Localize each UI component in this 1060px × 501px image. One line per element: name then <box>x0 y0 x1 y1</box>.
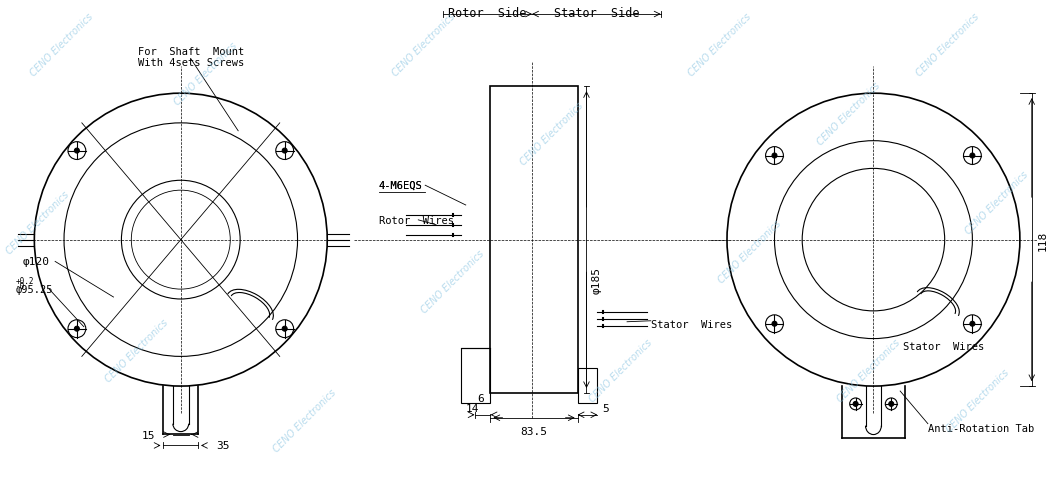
Text: CENO Electronics: CENO Electronics <box>587 337 654 404</box>
Circle shape <box>970 154 975 159</box>
Text: +0.2: +0.2 <box>16 276 34 285</box>
Text: CENO Electronics: CENO Electronics <box>518 100 585 167</box>
Text: φ185: φ185 <box>591 266 601 293</box>
Bar <box>578 369 598 403</box>
Text: CENO Electronics: CENO Electronics <box>271 387 338 453</box>
Circle shape <box>74 327 80 332</box>
Text: For  Shaft  Mount: For Shaft Mount <box>138 47 244 57</box>
Text: CENO Electronics: CENO Electronics <box>29 12 95 78</box>
Text: Stator  Wires: Stator Wires <box>651 319 732 329</box>
Circle shape <box>74 149 80 154</box>
Bar <box>461 349 491 403</box>
Text: With 4sets Screws: With 4sets Screws <box>138 58 244 68</box>
Text: CENO Electronics: CENO Electronics <box>964 169 1030 236</box>
Bar <box>491 87 578 393</box>
Text: 5: 5 <box>602 403 609 413</box>
Text: CENO Electronics: CENO Electronics <box>390 12 457 78</box>
Circle shape <box>970 322 975 327</box>
Text: φ120: φ120 <box>22 257 50 267</box>
Text: φ95.25: φ95.25 <box>16 285 53 295</box>
Text: -0: -0 <box>16 281 24 290</box>
Text: Rotor  Wires: Rotor Wires <box>378 215 454 225</box>
Text: CENO Electronics: CENO Electronics <box>4 189 71 256</box>
Circle shape <box>772 322 777 327</box>
Text: 6: 6 <box>477 393 484 403</box>
Text: 83.5: 83.5 <box>520 426 548 436</box>
Circle shape <box>772 154 777 159</box>
Circle shape <box>853 402 859 406</box>
Text: 4-M6EQS: 4-M6EQS <box>378 181 423 191</box>
Text: CENO Electronics: CENO Electronics <box>835 337 902 404</box>
Text: CENO Electronics: CENO Electronics <box>815 81 882 147</box>
Text: CENO Electronics: CENO Electronics <box>717 219 783 285</box>
Text: Stator  Wires: Stator Wires <box>903 342 985 352</box>
Text: Stator  Side: Stator Side <box>553 7 639 20</box>
Text: 4-M6EQS: 4-M6EQS <box>378 181 423 191</box>
Circle shape <box>282 327 287 332</box>
Text: CENO Electronics: CENO Electronics <box>420 248 487 315</box>
Text: CENO Electronics: CENO Electronics <box>172 41 238 108</box>
Text: Anti-Rotation Tab: Anti-Rotation Tab <box>928 423 1035 433</box>
Text: CENO Electronics: CENO Electronics <box>944 367 1010 433</box>
Text: CENO Electronics: CENO Electronics <box>103 318 170 384</box>
Circle shape <box>282 149 287 154</box>
Text: CENO Electronics: CENO Electronics <box>687 12 754 78</box>
Text: 15: 15 <box>142 430 155 440</box>
Text: 35: 35 <box>216 440 229 450</box>
Text: Rotor  Side: Rotor Side <box>448 7 527 20</box>
Circle shape <box>888 402 894 406</box>
Text: CENO Electronics: CENO Electronics <box>915 12 980 78</box>
Text: 14: 14 <box>466 403 479 413</box>
Text: 118: 118 <box>1038 230 1047 250</box>
